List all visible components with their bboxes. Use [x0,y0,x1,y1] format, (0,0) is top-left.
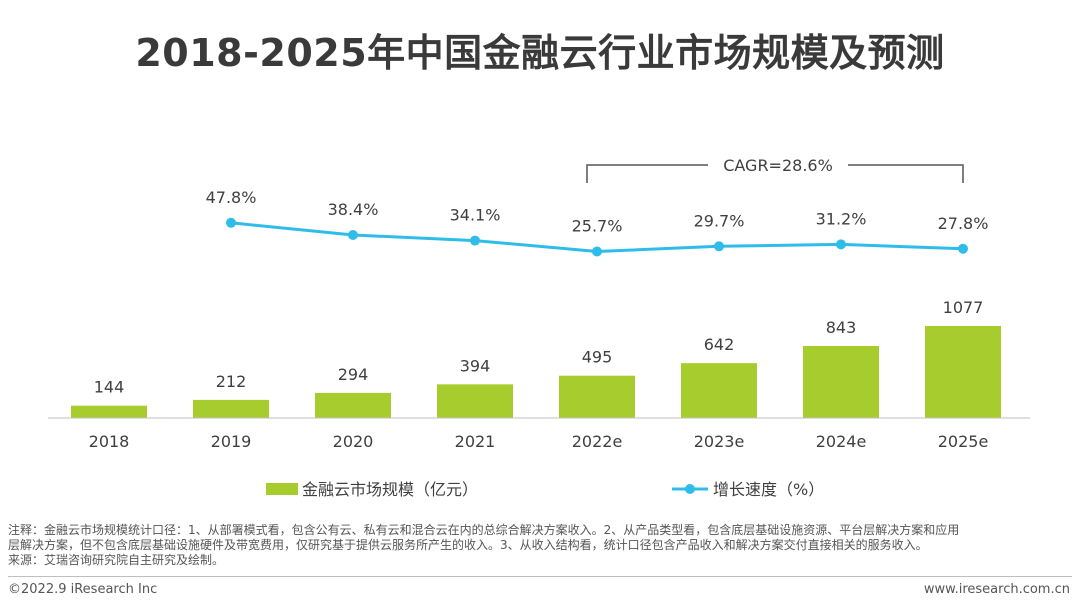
bar-2018 [71,405,147,418]
legend-line-marker [685,484,695,494]
note-line: 层解决方案，但不包含底层基础设施硬件及带宽费用，仅研究基于提供云服务所产生的收入… [8,538,928,552]
legend-bar-label: 金融云市场规模（亿元） [302,480,478,499]
legend-bar-swatch [266,483,298,495]
growth-point [470,235,480,246]
copyright: ©2022.9 iResearch Inc [8,582,158,597]
bars-layer [71,326,1001,418]
bar-value-label: 1077 [943,298,984,317]
bar-value-label: 212 [216,372,247,391]
growth-label: 25.7% [572,217,623,236]
cagr-bracket-right [848,164,964,183]
footer-notes: 注释：金融云市场规模统计口径：1、从部署模式看，包含公有云、私有云和混合云在内的… [8,523,1072,568]
bar-2024e [803,345,879,418]
footer-divider [8,576,1072,577]
legend-layer: 金融云市场规模（亿元） 增长速度（%） [266,480,824,499]
growth-label: 38.4% [328,200,379,219]
cagr-bracket-left [586,164,708,183]
growth-label: 34.1% [450,206,501,225]
bar-value-label: 394 [460,356,491,375]
x-tick-label: 2019 [211,432,252,451]
source-line: 来源：艾瑞咨询研究院自主研究及绘制。 [8,553,225,567]
bar-2022e [559,375,635,418]
bar-value-label: 294 [338,365,369,384]
bar-value-label: 642 [704,335,735,354]
x-ticks-layer: 2018 2019 2020 2021 2022e 2023e 2024e 2025e [89,432,989,451]
website-link[interactable]: www.iresearch.com.cn [923,582,1070,597]
x-tick-label: 2020 [333,432,374,451]
bar-2020 [315,392,391,418]
bar-2019 [193,399,269,418]
note-line: 注释：金融云市场规模统计口径：1、从部署模式看，包含公有云、私有云和混合云在内的… [8,523,960,537]
x-tick-label: 2023e [694,432,745,451]
cagr-layer: CAGR=28.6% [586,156,964,183]
growth-point [226,217,236,228]
bar-value-label: 843 [826,318,857,337]
x-tick-label: 2018 [89,432,130,451]
cagr-label: CAGR=28.6% [723,156,833,175]
page-title: 2018-2025年中国金融云行业市场规模及预测 [135,31,945,75]
bar-2025e [925,326,1001,418]
legend-line-label: 增长速度（%） [713,480,824,499]
growth-point [348,230,358,241]
growth-point [714,241,724,252]
x-tick-label: 2025e [938,432,989,451]
growth-label: 47.8% [206,188,257,207]
bar-2023e [681,363,757,418]
growth-label: 27.8% [938,214,989,233]
growth-point [592,246,602,257]
bar-2021 [437,384,513,418]
growth-point [958,243,968,254]
bar-labels-layer: 144 212 294 394 495 642 843 1077 [94,298,984,397]
growth-label: 29.7% [694,211,745,230]
bar-value-label: 144 [94,378,125,397]
growth-label: 31.2% [816,209,867,228]
growth-layer: 47.8% 38.4% 34.1% 25.7% 29.7% 31.2% 27.8% [206,188,989,257]
x-tick-label: 2021 [455,432,496,451]
x-tick-label: 2024e [816,432,867,451]
bar-value-label: 495 [582,348,613,367]
x-tick-label: 2022e [572,432,623,451]
growth-point [836,239,846,250]
